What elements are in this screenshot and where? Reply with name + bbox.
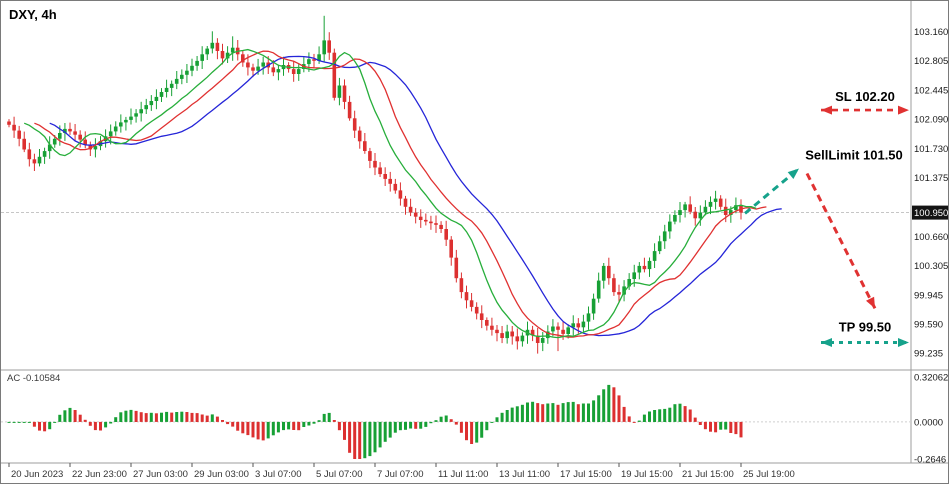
tp-arrow-head[interactable] bbox=[898, 338, 909, 347]
price-axis-label: 102.805 bbox=[914, 56, 948, 67]
price-axis-label: 99.235 bbox=[914, 349, 943, 360]
trade-annotations[interactable]: SL 102.20 SellLimit 101.50 TP 99.50 bbox=[744, 89, 909, 347]
selllimit-entry-arrow-head[interactable] bbox=[787, 168, 799, 180]
indicator-axis[interactable]: 0.32062 0.0000 -0.2646 bbox=[914, 373, 948, 466]
sl-arrow-head[interactable] bbox=[821, 105, 832, 115]
indicator-value-label: AC -0.10584 bbox=[7, 373, 61, 384]
time-axis-label: 29 Jun 03:00 bbox=[194, 469, 249, 480]
price-axis[interactable]: 103.160 102.805 102.445 102.090 101.730 101.3… bbox=[912, 27, 949, 360]
price-axis-label: 102.090 bbox=[914, 115, 948, 126]
candlestick-series bbox=[7, 15, 743, 354]
time-axis-label: 22 Jun 23:00 bbox=[72, 469, 127, 480]
price-axis-label: 100.660 bbox=[914, 232, 948, 243]
price-axis-label: 99.590 bbox=[914, 320, 943, 331]
projection-arrow[interactable] bbox=[805, 172, 877, 310]
time-axis-label: 7 Jul 07:00 bbox=[377, 469, 423, 480]
sl-arrow-head[interactable] bbox=[898, 105, 909, 115]
time-axis-label: 17 Jul 15:00 bbox=[560, 469, 612, 480]
alligator-lips-line[interactable] bbox=[23, 48, 757, 339]
tp-label[interactable]: TP 99.50 bbox=[839, 320, 892, 335]
price-axis-label: 99.945 bbox=[914, 291, 943, 302]
time-axis-label: 21 Jul 15:00 bbox=[682, 469, 734, 480]
time-axis-label: 3 Jul 07:00 bbox=[255, 469, 301, 480]
projection-arrow-head[interactable] bbox=[866, 296, 875, 309]
selllimit-label[interactable]: SellLimit 101.50 bbox=[805, 148, 903, 163]
time-axis-label: 5 Jul 07:00 bbox=[316, 469, 362, 480]
time-axis-label: 20 Jun 2023 bbox=[11, 469, 63, 480]
price-axis-label: 102.445 bbox=[914, 86, 948, 97]
current-price-badge bbox=[912, 205, 948, 220]
time-axis-label: 25 Jul 19:00 bbox=[743, 469, 795, 480]
current-price-badge-text: 100.950 bbox=[914, 208, 948, 219]
sl-label[interactable]: SL 102.20 bbox=[835, 89, 895, 104]
time-axis[interactable]: 20 Jun 2023 22 Jun 23:00 27 Jun 03:00 29 Ju… bbox=[8, 463, 795, 480]
indicator-axis-label: 0.0000 bbox=[914, 417, 943, 428]
tp-arrow-head[interactable] bbox=[821, 338, 832, 347]
ac-histogram bbox=[7, 384, 743, 459]
time-axis-label: 27 Jun 03:00 bbox=[133, 469, 188, 480]
price-axis-label: 100.305 bbox=[914, 261, 948, 272]
price-axis-label: 101.375 bbox=[914, 173, 948, 184]
time-axis-label: 11 Jul 11:00 bbox=[438, 469, 488, 480]
symbol-timeframe-label: DXY, 4h bbox=[9, 7, 57, 22]
indicator-axis-label: 0.32062 bbox=[914, 373, 948, 384]
alligator-teeth-line[interactable] bbox=[34, 50, 767, 338]
time-axis-label: 19 Jul 15:00 bbox=[621, 469, 673, 480]
price-axis-label: 101.730 bbox=[914, 144, 948, 155]
alligator-jaw-line[interactable] bbox=[49, 55, 782, 337]
price-axis-label: 103.160 bbox=[914, 27, 948, 38]
time-axis-label: 13 Jul 11:00 bbox=[499, 469, 550, 480]
indicator-axis-label: -0.2646 bbox=[914, 455, 946, 466]
